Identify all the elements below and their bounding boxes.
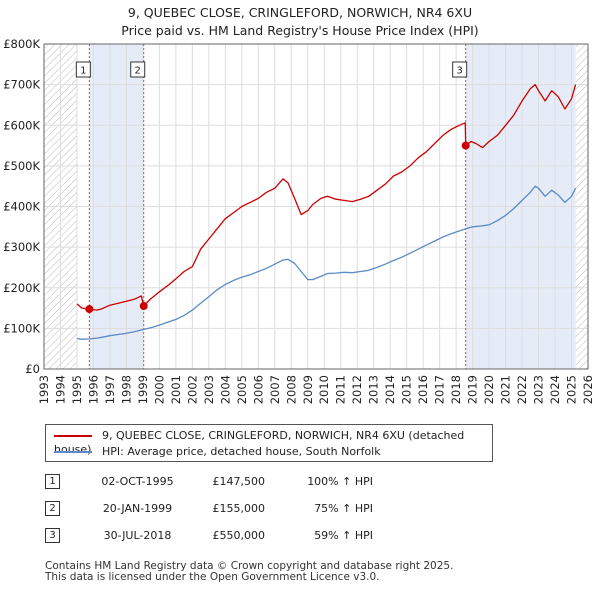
sale-marker-label: 3	[456, 66, 462, 77]
sale-hpi-change: 100% ↑ HPI	[307, 475, 373, 488]
sale-point	[85, 305, 94, 314]
y-tick-label: £200K	[3, 281, 40, 295]
x-tick-label: 2018	[449, 375, 463, 404]
sale-marker-box	[130, 61, 146, 78]
x-tick-label: 2020	[482, 375, 496, 404]
legend-item-hpi: HPI: Average price, detached house, Sout…	[54, 445, 381, 459]
series-line-hpi	[76, 185, 577, 340]
series-line-property	[76, 83, 577, 311]
x-tick-label: 2013	[367, 375, 381, 404]
legend: 9, QUEBEC CLOSE, CRINGLEFORD, NORWICH, N…	[45, 424, 493, 462]
x-tick-label: 2011	[334, 375, 348, 404]
sale-date: 30-JUL-2018	[103, 529, 172, 542]
x-tick-label: 1998	[119, 375, 133, 404]
x-tick-label: 2005	[235, 375, 249, 404]
y-tick-label: £800K	[3, 37, 40, 51]
price-chart: £0 £100K £200K £300K £400K £500K £600K £700K £80…	[3, 37, 595, 404]
y-tick-label: £400K	[3, 200, 40, 214]
sale-date: 20-JAN-1999	[102, 502, 173, 515]
x-tick-label: 2001	[169, 375, 183, 404]
x-tick-label: 2007	[268, 375, 282, 404]
x-tick-label: 2002	[185, 375, 199, 404]
footer-license: This data is licensed under the Open Gov…	[45, 571, 380, 583]
x-tick-label: 2009	[301, 375, 315, 404]
sale-hpi-change: 59% ↑ HPI	[314, 529, 373, 542]
x-tick-label: 2014	[383, 375, 397, 404]
x-tick-label: 2022	[515, 375, 529, 404]
sale-marker-box	[75, 61, 91, 78]
x-tick-label: 2026	[581, 375, 595, 404]
x-tick-label: 2017	[433, 375, 447, 404]
sale-marker: 1	[45, 474, 60, 489]
sale-price: £155,000	[212, 502, 266, 515]
x-tick-label: 2000	[152, 375, 166, 404]
sale-price: £550,000	[212, 529, 266, 542]
chart-subtitle: Price paid vs. HM Land Registry's House …	[121, 23, 479, 38]
x-tick-label: 1999	[136, 375, 150, 404]
x-tick-label: 1996	[86, 375, 100, 404]
x-tick-label: 2024	[548, 375, 562, 404]
sale-marker: 2	[45, 501, 60, 516]
x-tick-label: 1994	[53, 375, 67, 404]
legend-property-swatch	[54, 435, 92, 437]
legend-item-property: 9, QUEBEC CLOSE, CRINGLEFORD, NORWICH, N…	[54, 429, 492, 456]
sale-marker-label: 1	[80, 66, 86, 77]
y-tick-label: £500K	[3, 159, 40, 173]
x-tick-label: 2023	[532, 375, 546, 404]
x-tick-label: 1997	[103, 375, 117, 404]
x-tick-label: 2003	[202, 375, 216, 404]
chart-title: 9, QUEBEC CLOSE, CRINGLEFORD, NORWICH, N…	[127, 5, 473, 20]
sale-point	[461, 141, 470, 150]
legend-hpi-label: HPI: Average price, detached house, Sout…	[102, 445, 381, 458]
x-tick-label: 2015	[400, 375, 414, 404]
plot-border	[43, 43, 589, 370]
x-tick-label: 2021	[499, 375, 513, 404]
legend-hpi-swatch	[54, 451, 92, 453]
sale-point	[139, 302, 148, 311]
x-tick-label: 2019	[466, 375, 480, 404]
y-tick-label: £300K	[3, 240, 40, 254]
sale-hpi-change: 75% ↑ HPI	[314, 502, 373, 515]
y-tick-label: £100K	[3, 321, 40, 335]
footer: Contains HM Land Registry data © Crown c…	[45, 561, 453, 583]
x-tick-label: 2008	[284, 375, 298, 404]
footer-copyright: Contains HM Land Registry data © Crown c…	[45, 560, 454, 572]
y-tick-label: £600K	[3, 118, 40, 132]
sale-price: £147,500	[212, 475, 266, 488]
y-tick-label: £0	[25, 362, 40, 376]
x-tick-label: 1995	[70, 375, 84, 404]
x-tick-label: 1993	[37, 375, 51, 404]
x-tick-label: 2006	[251, 375, 265, 404]
x-tick-label: 2012	[350, 375, 364, 404]
x-tick-label: 2010	[317, 375, 331, 404]
sale-date: 02-OCT-1995	[101, 475, 174, 488]
y-tick-label: £700K	[3, 78, 40, 92]
sale-marker-box	[452, 61, 468, 78]
sale-marker: 3	[45, 528, 60, 543]
x-tick-label: 2016	[416, 375, 430, 404]
x-tick-label: 2025	[565, 375, 579, 404]
sale-marker-label: 2	[135, 66, 141, 77]
x-tick-label: 2004	[218, 375, 232, 404]
